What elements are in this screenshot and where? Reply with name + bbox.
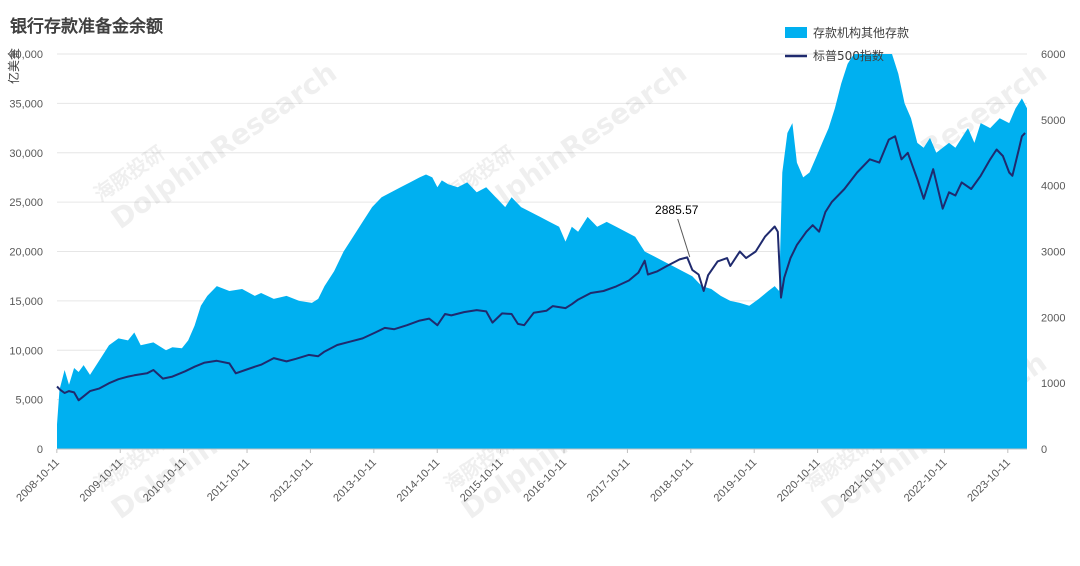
left-tick-label: 5,000: [15, 395, 43, 407]
right-tick-label: 5000: [1041, 115, 1065, 127]
chart-title: 银行存款准备金余额: [10, 16, 163, 37]
x-tick-label: 2014-10-11: [395, 457, 443, 505]
right-axis: 0 1000 2000 3000 4000 5000 6000: [1041, 49, 1065, 456]
left-tick-label: 20,000: [9, 247, 43, 259]
legend-label-area: 存款机构其他存款: [813, 25, 909, 40]
left-axis: 0 5,000 10,000 15,000 20,000 25,000 30,000 35,0…: [9, 49, 43, 456]
left-tick-label: 30,000: [9, 148, 43, 160]
annotations: 2885.57: [655, 203, 699, 258]
left-tick-label: 35,000: [9, 98, 43, 110]
left-tick-label: 25,000: [9, 197, 43, 209]
annotation-label: 2885.57: [655, 203, 699, 217]
x-tick-label: 2018-10-11: [648, 457, 696, 505]
x-tick-label: 2019-10-11: [712, 457, 760, 505]
x-tick-label: 2013-10-11: [331, 457, 379, 505]
left-tick-label: 15,000: [9, 296, 43, 308]
series-line-group: [56, 132, 1026, 402]
watermark-en: DolphinResearch: [105, 56, 343, 236]
legend-swatch-area: [785, 27, 807, 38]
right-tick-label: 4000: [1041, 181, 1065, 193]
series-line-sp500: [56, 132, 1026, 402]
left-tick-label: 40,000: [9, 49, 43, 61]
right-tick-label: 6000: [1041, 49, 1065, 61]
series-area-deposits: [57, 54, 1027, 449]
left-tick-label: 10,000: [9, 345, 43, 357]
x-tick-label: 2017-10-11: [585, 457, 633, 505]
x-tick-label: 2023-10-11: [965, 457, 1013, 505]
x-tick-label: 2008-10-11: [14, 457, 62, 505]
right-tick-label: 1000: [1041, 378, 1065, 390]
y-axis-unit-label: 亿美金: [6, 48, 21, 84]
right-tick-label: 0: [1041, 444, 1047, 456]
right-tick-label: 2000: [1041, 312, 1065, 324]
annotation-leader: [677, 218, 691, 258]
legend-label-line: 标普500指数: [813, 48, 884, 63]
series-area-group: [57, 54, 1027, 449]
right-tick-label: 3000: [1041, 247, 1065, 259]
legend: 存款机构其他存款 标普500指数: [785, 25, 909, 63]
left-tick-label: 0: [37, 444, 43, 456]
x-tick-label: 2012-10-11: [268, 457, 316, 505]
